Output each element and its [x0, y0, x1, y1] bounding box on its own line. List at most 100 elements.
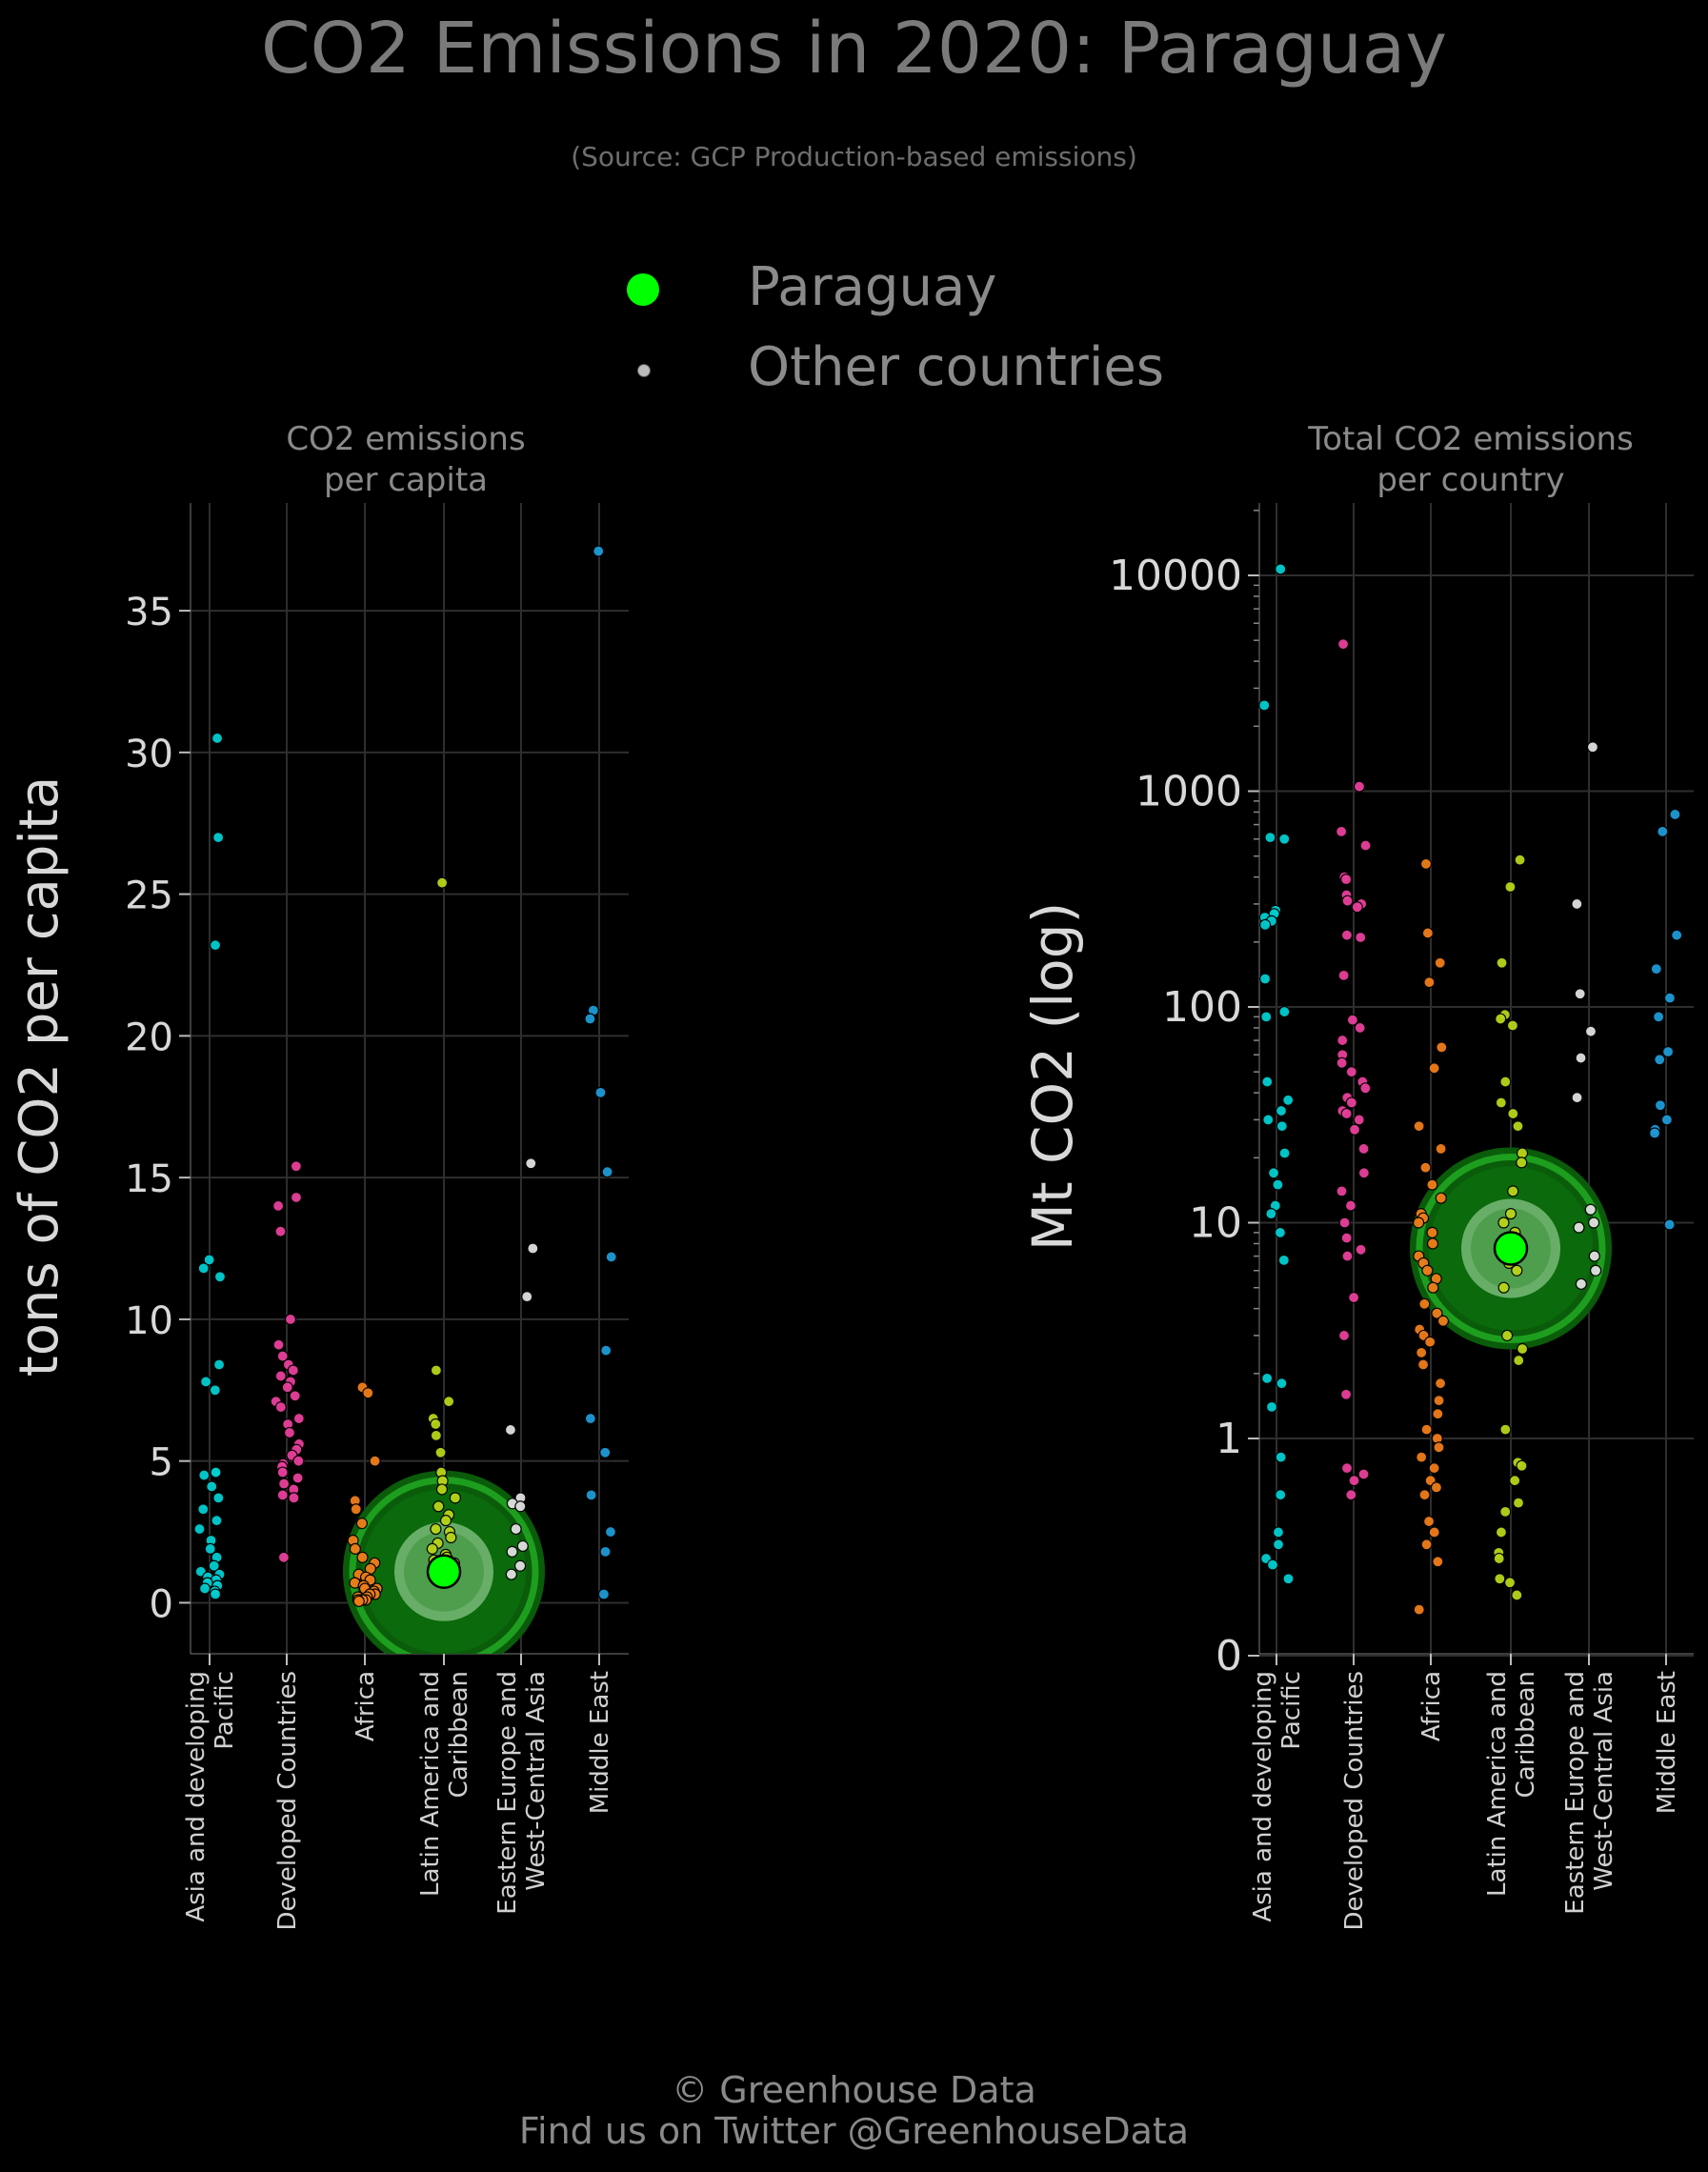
x-tick-label-line: Middle East	[1653, 1671, 1681, 1814]
data-point	[1357, 1142, 1370, 1156]
y-tick-label: 0	[1216, 1632, 1242, 1680]
data-point	[510, 1522, 522, 1536]
data-point	[1421, 927, 1435, 939]
x-tick-label-latin-america-and-caribbean: Latin America andCaribbean	[1483, 1671, 1540, 1897]
data-point	[1420, 1423, 1433, 1436]
data-point	[1348, 1123, 1361, 1136]
data-point	[197, 1262, 210, 1275]
y-axis-label: tons of CO2 per capita	[9, 776, 70, 1377]
data-point	[434, 1446, 447, 1458]
y-tick-label: 10000	[1109, 552, 1242, 600]
data-point	[1340, 929, 1354, 941]
data-point	[1657, 825, 1669, 837]
data-point	[1258, 699, 1271, 712]
data-point	[1423, 976, 1436, 989]
series-middle-east	[584, 545, 617, 1600]
data-point	[1573, 1221, 1585, 1234]
data-point	[211, 732, 224, 745]
y-tick-label: 1000	[1135, 768, 1242, 816]
panel-title-line: per country	[1376, 461, 1565, 499]
data-point	[1588, 1250, 1600, 1262]
highlight-point-paraguay	[426, 1554, 462, 1589]
data-point	[1272, 1178, 1284, 1191]
data-point	[1282, 1094, 1295, 1106]
footer-twitter: Find us on Twitter @GreenhouseData	[518, 2110, 1190, 2152]
data-point	[209, 1384, 221, 1397]
data-point	[430, 1429, 442, 1441]
data-point	[290, 1191, 303, 1204]
data-point	[1496, 956, 1508, 969]
data-point	[277, 1478, 291, 1490]
x-tick-label-line: Developed Countries	[1340, 1671, 1369, 1930]
data-point	[1426, 1178, 1438, 1191]
data-point	[426, 1542, 438, 1556]
data-point	[281, 1381, 293, 1394]
series-middle-east	[1648, 808, 1683, 1231]
x-tick-label-eastern-europe-and-west-central-asia: Eastern Europe andWest-Central Asia	[1561, 1671, 1618, 1915]
y-tick-label: 35	[125, 591, 173, 634]
legend-marker-other-countries	[637, 364, 651, 377]
data-point	[1650, 963, 1662, 975]
data-point	[1584, 1025, 1597, 1037]
data-point	[349, 1542, 361, 1556]
data-point	[1503, 1577, 1517, 1589]
data-point	[292, 1455, 305, 1467]
data-point	[514, 1500, 527, 1513]
data-point	[1276, 1378, 1288, 1390]
chart-title: CO2 Emissions in 2020: Paraguay	[260, 8, 1448, 90]
data-point	[1275, 1489, 1287, 1501]
data-point	[604, 1525, 617, 1538]
data-point	[1341, 895, 1354, 907]
data-point	[1346, 1014, 1359, 1026]
data-point	[1435, 1192, 1447, 1204]
data-point	[1419, 1161, 1432, 1174]
data-point	[350, 1503, 362, 1516]
data-point	[1419, 857, 1433, 870]
data-point	[1513, 1354, 1525, 1367]
data-point	[1434, 1378, 1447, 1390]
x-tick-label-line: West-Central Asia	[1590, 1671, 1618, 1891]
x-tick-label-developed-countries: Developed Countries	[1340, 1671, 1369, 1930]
data-point	[1277, 1254, 1290, 1266]
y-tick-label: 15	[125, 1157, 173, 1201]
data-point	[1348, 1475, 1360, 1487]
data-point	[291, 1472, 304, 1484]
data-point	[1420, 1538, 1433, 1551]
data-point	[1413, 1603, 1425, 1616]
data-point	[1648, 1127, 1661, 1139]
data-point	[1357, 1167, 1370, 1179]
data-point	[1259, 918, 1272, 931]
data-point	[276, 1489, 289, 1501]
data-point	[1575, 1277, 1587, 1290]
data-point	[1266, 1559, 1279, 1571]
data-point	[272, 1338, 285, 1351]
series-eastern-europe-and-west-central-asia	[504, 1157, 539, 1580]
legend-label-other-countries: Other countries	[748, 336, 1165, 398]
data-point	[1654, 1054, 1666, 1066]
series-asia-and-developing-pacific	[1258, 563, 1295, 1585]
data-point	[1336, 1034, 1349, 1047]
data-point	[272, 1199, 285, 1212]
y-tick-label: 1	[1216, 1415, 1242, 1463]
data-point	[1258, 973, 1272, 985]
data-point	[504, 1423, 517, 1437]
data-point	[198, 1582, 211, 1595]
x-tick-label-line: Pacific	[211, 1671, 239, 1750]
data-point	[521, 1291, 533, 1303]
data-point	[1663, 1218, 1676, 1231]
data-point	[1345, 1489, 1357, 1501]
x-tick-label-line: Eastern Europe and	[493, 1671, 522, 1915]
data-point	[1274, 1226, 1287, 1238]
data-point	[1416, 1451, 1428, 1463]
data-point	[1272, 1526, 1285, 1538]
data-point	[1345, 1096, 1357, 1109]
data-point	[436, 876, 449, 889]
data-point	[197, 1503, 210, 1516]
data-point	[1261, 1372, 1274, 1384]
data-point	[1427, 1281, 1439, 1294]
total-emissions-panel: 0 1 10 100 1000 10000 Mt CO2 (log) Asia and dev…	[1020, 503, 1694, 1930]
data-point	[584, 1013, 596, 1025]
data-point	[276, 1466, 289, 1478]
y-tick-label: 0	[150, 1582, 173, 1626]
data-point	[1336, 638, 1350, 651]
